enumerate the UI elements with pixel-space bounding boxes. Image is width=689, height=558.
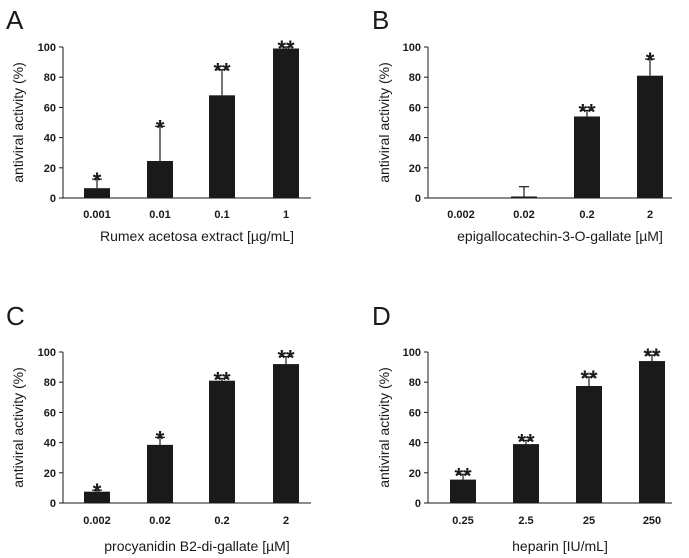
panel-c-ylabel: antiviral activity (%) — [10, 367, 26, 488]
panel-c-xlabel: procyanidin B2-di-gallate [µM] — [104, 538, 290, 554]
panel-c-ytick-label: 80 — [44, 377, 56, 389]
panel-b-letter: B — [372, 5, 389, 35]
panel-d-ytick-label: 0 — [415, 498, 421, 510]
panel-c-letter: C — [6, 301, 25, 331]
panel-b-ytick-label: 20 — [409, 163, 421, 175]
panel-b-ytick-label: 40 — [409, 133, 421, 145]
panel-a-significance-mark: * — [93, 168, 102, 193]
panel-b-ytick-label: 80 — [409, 72, 421, 84]
panel-b-bar — [574, 116, 600, 198]
panel-d-ytick-label: 100 — [403, 347, 421, 359]
panel-a-ytick-label: 80 — [44, 72, 56, 84]
panel-b-ytick-label: 0 — [415, 193, 421, 205]
panel-d-significance-mark: ** — [517, 429, 535, 454]
panel-a-ylabel: antiviral activity (%) — [10, 62, 26, 183]
panel-b-xtick-label: 2 — [647, 209, 653, 221]
panel-a-ytick-label: 60 — [44, 102, 56, 114]
panel-d-ylabel: antiviral activity (%) — [376, 367, 392, 488]
panel-d-significance-mark: ** — [454, 463, 472, 488]
panel-a-xtick-label: 0.01 — [149, 209, 170, 221]
panel-d-xtick-label: 25 — [583, 515, 595, 527]
panel-d-ytick-label: 60 — [409, 407, 421, 419]
panel-c-ytick-label: 0 — [50, 498, 56, 510]
panel-a-bar — [147, 161, 173, 198]
panel-b-significance-mark: * — [646, 48, 655, 73]
panel-d-xlabel: heparin [IU/mL] — [512, 538, 608, 554]
panel-c-bar — [84, 491, 110, 503]
panel-c-bar — [147, 444, 173, 503]
panel-d-letter: D — [372, 301, 391, 331]
panel-a-ytick-label: 40 — [44, 133, 56, 145]
panel-c-xtick-label: 0.2 — [214, 515, 229, 527]
panel-c-ytick-label: 20 — [44, 468, 56, 480]
panel-c-bar — [273, 364, 299, 503]
panel-b-xtick-label: 0.2 — [579, 209, 594, 221]
panel-b-bar — [637, 75, 663, 198]
panel-d-bar — [450, 479, 476, 503]
panel-c-xtick-label: 2 — [283, 515, 289, 527]
panel-d-significance-mark: ** — [580, 366, 598, 391]
panel-b-significance-mark: ** — [578, 99, 596, 124]
panel-a-significance-mark: ** — [277, 36, 295, 61]
panel-a-letter: A — [6, 5, 24, 35]
panel-b-xlabel: epigallocatechin-3-O-gallate [µM] — [457, 228, 663, 244]
panel-c-ytick-label: 60 — [44, 407, 56, 419]
panel-d-ytick-label: 40 — [409, 438, 421, 450]
panel-a-xtick-label: 0.1 — [214, 209, 229, 221]
panel-a-ytick-label: 100 — [38, 42, 56, 54]
panel-d-xtick-label: 250 — [643, 515, 661, 527]
panel-d-ytick-label: 80 — [409, 377, 421, 389]
panel-b-xtick-label: 0.002 — [447, 209, 475, 221]
panel-a-significance-mark: ** — [213, 59, 231, 84]
panel-b-xtick-label: 0.02 — [513, 209, 534, 221]
panel-b-bar — [511, 196, 537, 198]
panel-c-bar — [209, 380, 235, 503]
panel-c-xtick-label: 0.002 — [83, 515, 111, 527]
panel-c-significance-mark: * — [93, 479, 102, 504]
panel-c-xtick-label: 0.02 — [149, 515, 170, 527]
panel-d-bar — [576, 385, 602, 503]
panel-a-xtick-label: 1 — [283, 209, 289, 221]
panel-a-xtick-label: 0.001 — [83, 209, 111, 221]
panel-a-bar — [209, 95, 235, 198]
panel-a-xlabel: Rumex acetosa extract [µg/mL] — [100, 228, 294, 244]
panel-d-significance-mark: ** — [643, 344, 661, 369]
panel-a-bar — [84, 188, 110, 198]
panel-a-ytick-label: 0 — [50, 193, 56, 205]
panel-d-xtick-label: 0.25 — [452, 515, 473, 527]
panel-d-bar — [639, 361, 665, 503]
panel-d-ytick-label: 20 — [409, 468, 421, 480]
panel-a-bar — [273, 48, 299, 199]
panel-a-significance-mark: * — [156, 115, 165, 140]
panel-c-ytick-label: 100 — [38, 347, 56, 359]
panel-c-significance-mark: * — [156, 426, 165, 451]
panel-b-ytick-label: 100 — [403, 42, 421, 54]
panel-c-significance-mark: ** — [213, 367, 231, 392]
panel-c-ytick-label: 40 — [44, 438, 56, 450]
panel-b-ylabel: antiviral activity (%) — [376, 62, 392, 183]
panel-d-xtick-label: 2.5 — [518, 515, 533, 527]
panel-a-ytick-label: 20 — [44, 163, 56, 175]
panel-c-significance-mark: ** — [277, 346, 295, 371]
panel-d-bar — [513, 444, 539, 503]
panel-b-ytick-label: 60 — [409, 102, 421, 114]
